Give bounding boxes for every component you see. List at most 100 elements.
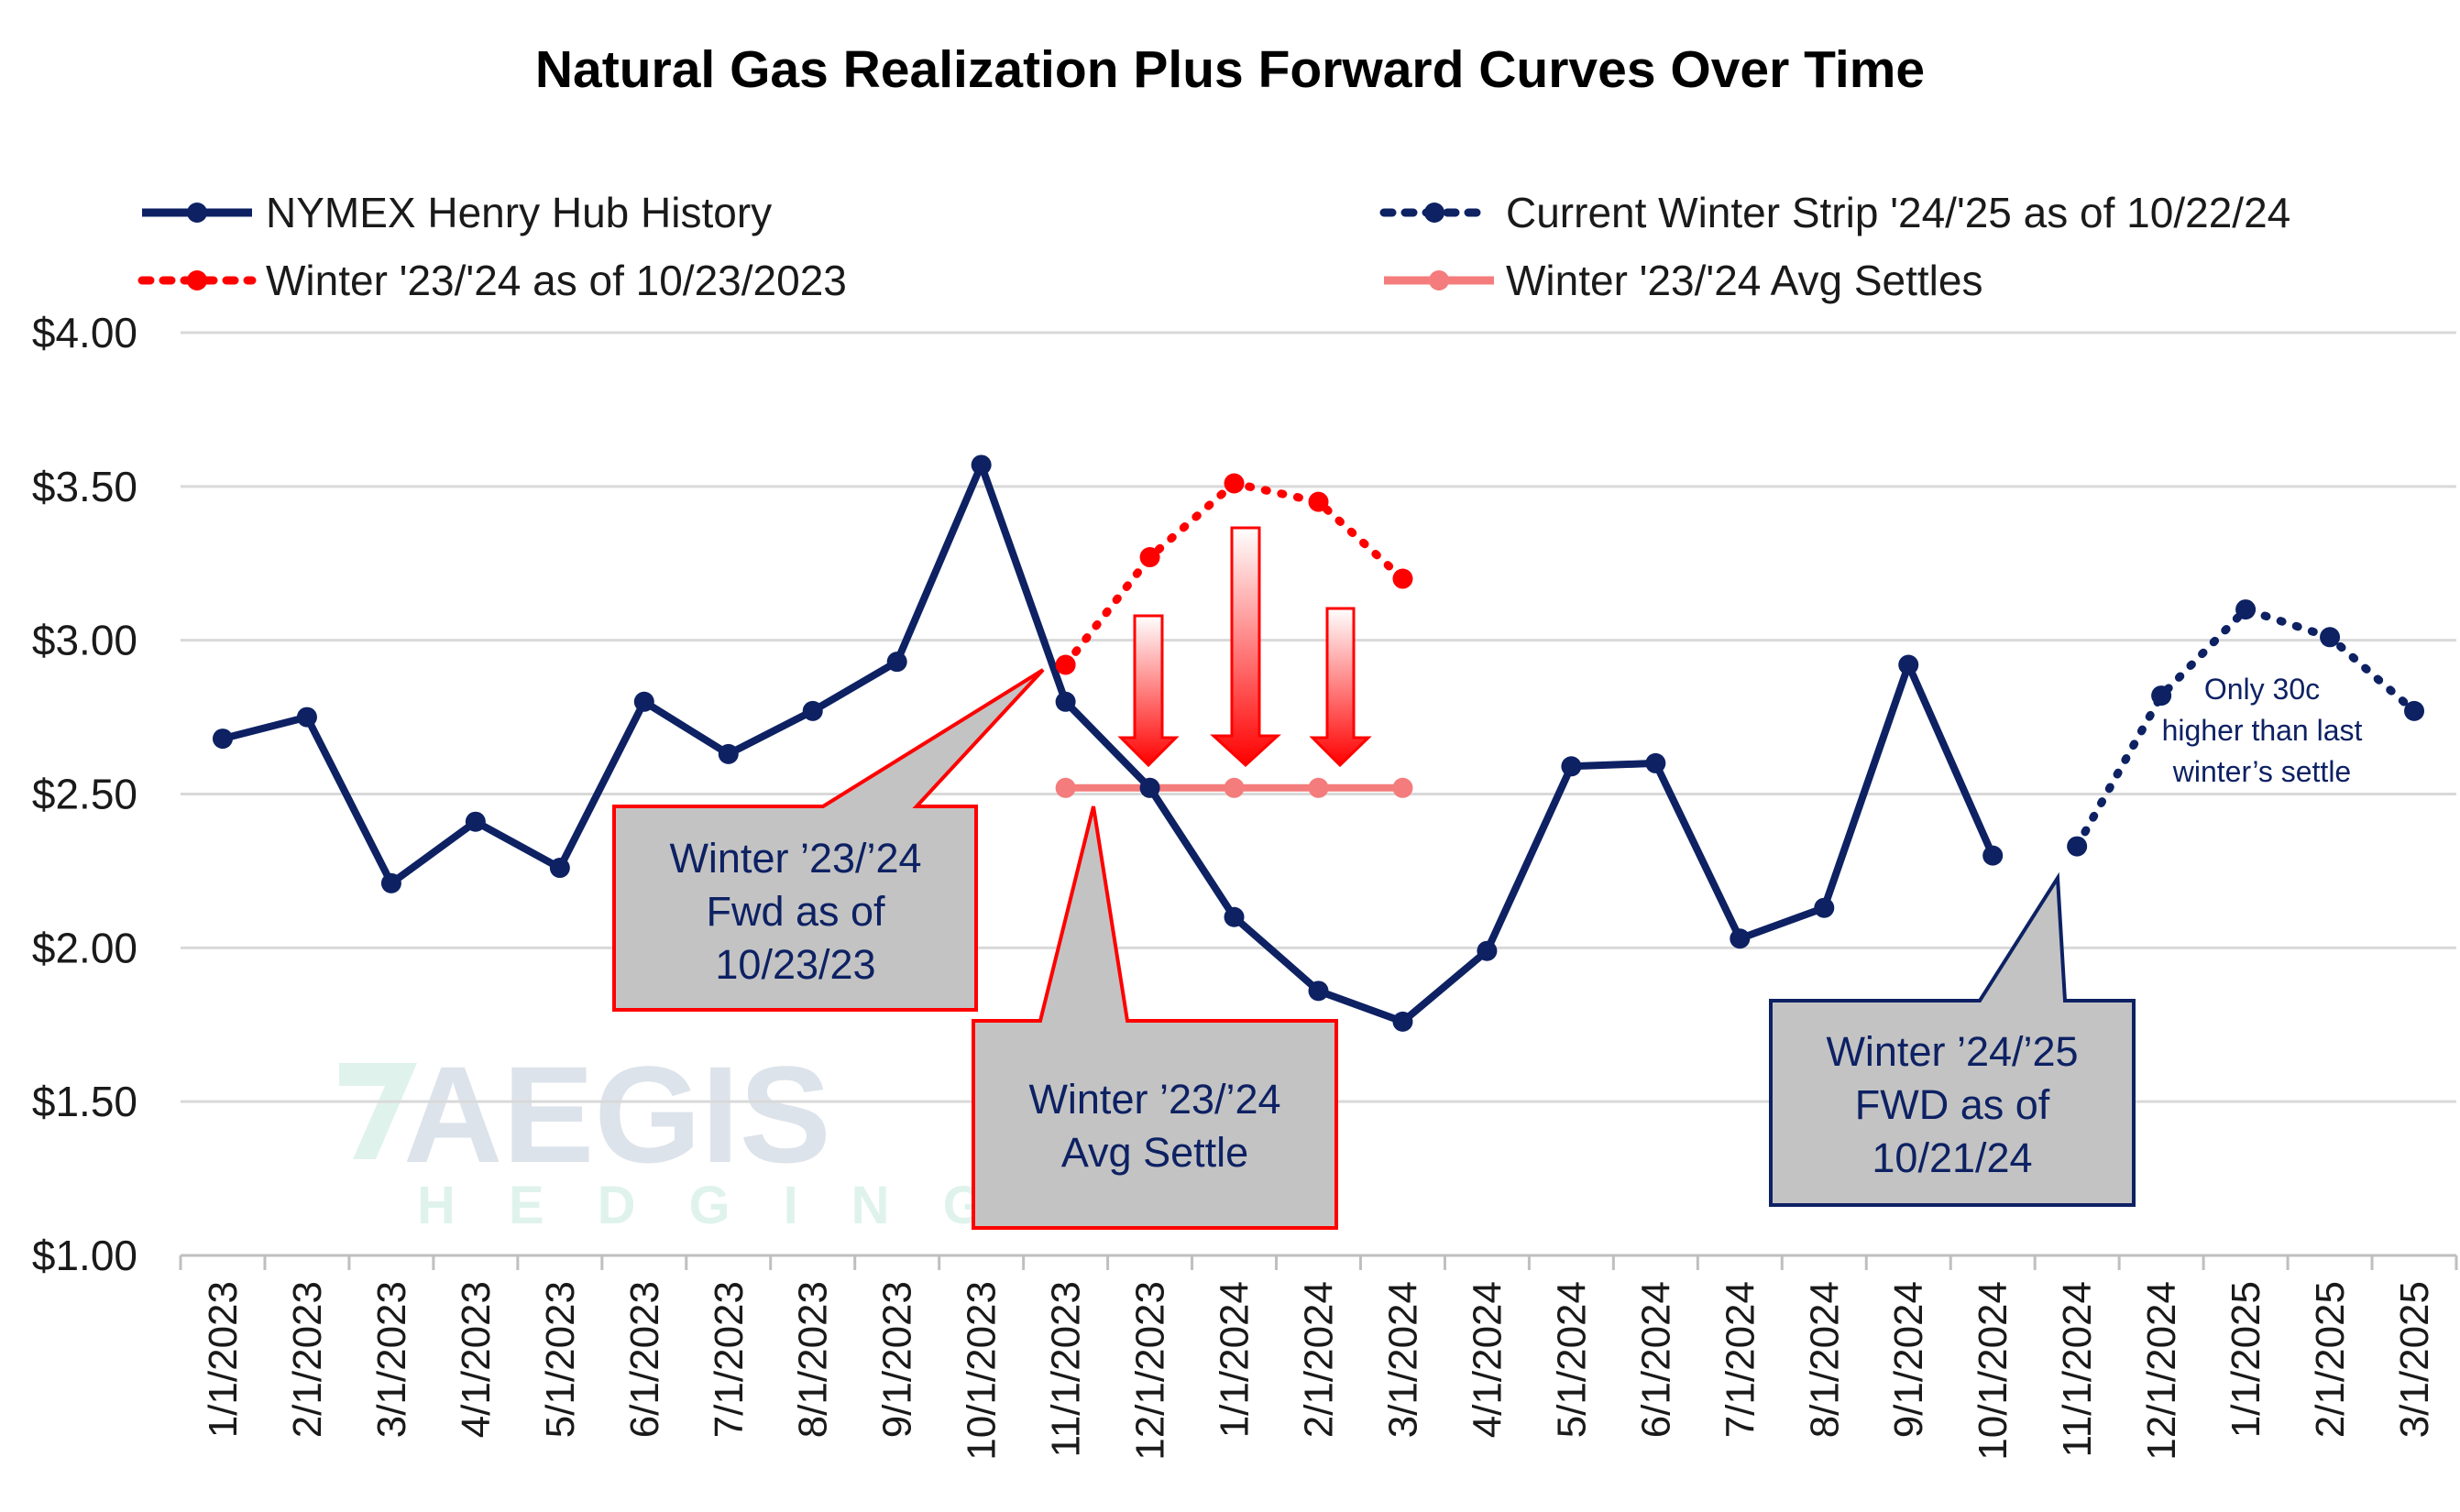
x-tick-label: 10/1/2024 bbox=[1971, 1281, 2015, 1461]
y-tick-label: $1.00 bbox=[32, 1232, 137, 1279]
legend-item-winter-2425: Current Winter Strip '24/'25 as of 10/22… bbox=[1379, 189, 2290, 236]
callout-text: Avg Settle bbox=[1061, 1129, 1248, 1176]
data-point-henry-hub bbox=[465, 811, 486, 832]
data-point-henry-hub bbox=[212, 729, 233, 750]
x-tick-label: 2/1/2024 bbox=[1297, 1281, 1342, 1438]
y-tick-label: $3.50 bbox=[32, 463, 137, 510]
x-tick-label: 1/1/2024 bbox=[1213, 1281, 1257, 1438]
data-point-henry-hub bbox=[718, 743, 739, 764]
data-point-henry-hub bbox=[1730, 928, 1751, 949]
callout-winter-2324-settle: Winter ’23/’24 Avg Settle bbox=[972, 805, 1338, 1230]
y-tick-label: $3.00 bbox=[32, 617, 137, 664]
legend-label-winter-2425: Current Winter Strip '24/'25 as of 10/22… bbox=[1506, 189, 2290, 236]
data-point-henry-hub bbox=[380, 872, 401, 893]
data-point-winter-2324-settle bbox=[1055, 777, 1076, 798]
data-point-winter-2425-strip bbox=[2235, 599, 2257, 620]
y-tick-label: $4.00 bbox=[32, 309, 137, 356]
callout-winter-2324-fwd: Winter ’23/’24 Fwd as of 10/23/23 bbox=[612, 668, 1045, 1012]
y-tick-label: $1.50 bbox=[32, 1078, 137, 1125]
data-point-winter-2425-strip bbox=[2067, 836, 2088, 857]
data-point-henry-hub bbox=[633, 691, 654, 712]
callout-text: 10/23/23 bbox=[715, 941, 875, 988]
x-tick-label: 3/1/2024 bbox=[1380, 1281, 1425, 1438]
callout-text: Winter ’24/’25 bbox=[1826, 1028, 2078, 1075]
logo-word-hedging: HEDGING bbox=[417, 1176, 1038, 1235]
x-tick-label: 9/1/2024 bbox=[1886, 1281, 1931, 1438]
legend-marker-henry-hub bbox=[187, 203, 207, 223]
note-text: Only 30c bbox=[2204, 673, 2320, 706]
x-tick-label: 5/1/2023 bbox=[538, 1281, 583, 1438]
y-tick-label: $2.50 bbox=[32, 771, 137, 818]
series-layer bbox=[212, 455, 2425, 1032]
x-tick-label: 12/1/2023 bbox=[1128, 1281, 1173, 1461]
x-tick-label: 1/1/2025 bbox=[2224, 1281, 2268, 1438]
legend-marker-winter-2324-settle bbox=[1429, 270, 1449, 290]
data-point-henry-hub bbox=[1224, 906, 1245, 927]
data-point-henry-hub bbox=[1898, 654, 1919, 675]
x-tick-label: 11/1/2023 bbox=[1044, 1281, 1089, 1457]
x-tick-label: 6/1/2023 bbox=[622, 1281, 667, 1438]
data-point-henry-hub bbox=[802, 700, 823, 721]
x-tick-label: 4/1/2024 bbox=[1465, 1281, 1510, 1438]
aegis-hedging-logo: AEGIS HEDGING bbox=[339, 1037, 1038, 1235]
x-tick-label: 10/1/2023 bbox=[960, 1281, 1005, 1461]
legend-marker-winter-2324-fwd bbox=[187, 270, 207, 290]
x-tick-label: 2/1/2023 bbox=[285, 1281, 330, 1438]
data-point-henry-hub bbox=[1308, 981, 1329, 1002]
callout-text: FWD as of bbox=[1855, 1081, 2050, 1128]
callout-text: 10/21/24 bbox=[1872, 1134, 2032, 1181]
y-tick-label: $2.00 bbox=[32, 924, 137, 971]
x-tick-label: 7/1/2024 bbox=[1718, 1281, 1763, 1438]
data-point-winter-2324-settle bbox=[1308, 777, 1329, 798]
data-point-henry-hub bbox=[1477, 940, 1498, 961]
down-arrow-icon bbox=[1309, 607, 1372, 768]
logo-word-aegis: AEGIS bbox=[403, 1037, 831, 1191]
x-tick-label: 3/1/2025 bbox=[2392, 1281, 2437, 1438]
legend-item-winter-2324-fwd: Winter '23/'24 as of 10/23/2023 bbox=[137, 257, 847, 304]
data-point-henry-hub bbox=[1139, 777, 1160, 798]
series-henry-hub bbox=[212, 455, 2004, 1032]
data-point-henry-hub bbox=[886, 652, 907, 673]
legend-item-winter-2324-settle: Winter '23/'24 Avg Settles bbox=[1384, 257, 1982, 304]
x-tick-label: 8/1/2024 bbox=[1802, 1281, 1847, 1438]
series-winter-2324-fwd bbox=[1055, 473, 1413, 675]
data-point-henry-hub bbox=[1392, 1011, 1413, 1032]
y-axis: $1.00 $1.50 $2.00 $2.50 $3.00 $3.50 $4.00 bbox=[32, 309, 137, 1279]
data-point-henry-hub bbox=[1814, 897, 1835, 918]
series-line-henry-hub bbox=[218, 461, 1997, 1025]
data-point-winter-2324-fwd bbox=[1055, 654, 1076, 675]
legend-label-winter-2324-fwd: Winter '23/'24 as of 10/23/2023 bbox=[266, 257, 847, 304]
data-point-henry-hub bbox=[549, 858, 570, 879]
x-tick-label: 12/1/2024 bbox=[2139, 1281, 2184, 1461]
legend-item-henry-hub: NYMEX Henry Hub History bbox=[142, 189, 772, 236]
callout-text: Winter ’23/’24 bbox=[669, 835, 921, 882]
down-arrow-icon bbox=[1117, 614, 1180, 768]
data-point-henry-hub bbox=[1561, 756, 1582, 777]
x-tick-label: 4/1/2023 bbox=[454, 1281, 499, 1438]
series-winter-2324-settle bbox=[1055, 777, 1413, 798]
legend-label-henry-hub: NYMEX Henry Hub History bbox=[266, 189, 772, 236]
legend: NYMEX Henry Hub History Current Winter S… bbox=[137, 189, 2290, 304]
x-tick-label: 2/1/2025 bbox=[2308, 1281, 2353, 1438]
data-point-winter-2324-settle bbox=[1224, 777, 1245, 798]
data-point-winter-2324-fwd bbox=[1308, 491, 1329, 512]
x-tick-label: 3/1/2023 bbox=[369, 1281, 414, 1438]
data-point-henry-hub bbox=[1982, 845, 2004, 866]
series-winter-2425-strip bbox=[2067, 599, 2425, 857]
data-point-henry-hub bbox=[971, 455, 992, 476]
legend-marker-winter-2425 bbox=[1424, 203, 1444, 223]
down-arrow-icon bbox=[1210, 526, 1281, 768]
x-tick-label: 8/1/2023 bbox=[791, 1281, 836, 1438]
note-text: higher than last bbox=[2162, 714, 2363, 747]
data-point-henry-hub bbox=[1055, 691, 1076, 712]
data-point-winter-2425-strip bbox=[2404, 700, 2425, 721]
x-axis: 1/1/2023 2/1/2023 3/1/2023 4/1/2023 5/1/2023… bbox=[179, 1255, 2458, 1461]
data-point-winter-2425-strip bbox=[2320, 627, 2341, 648]
annotation-note: Only 30c higher than last winter’s settl… bbox=[2162, 673, 2363, 788]
data-point-winter-2324-fwd bbox=[1392, 568, 1413, 589]
data-point-winter-2425-strip bbox=[2151, 685, 2172, 707]
data-point-winter-2324-settle bbox=[1392, 777, 1413, 798]
data-point-henry-hub bbox=[296, 707, 317, 728]
x-tick-label: 7/1/2023 bbox=[707, 1281, 752, 1438]
